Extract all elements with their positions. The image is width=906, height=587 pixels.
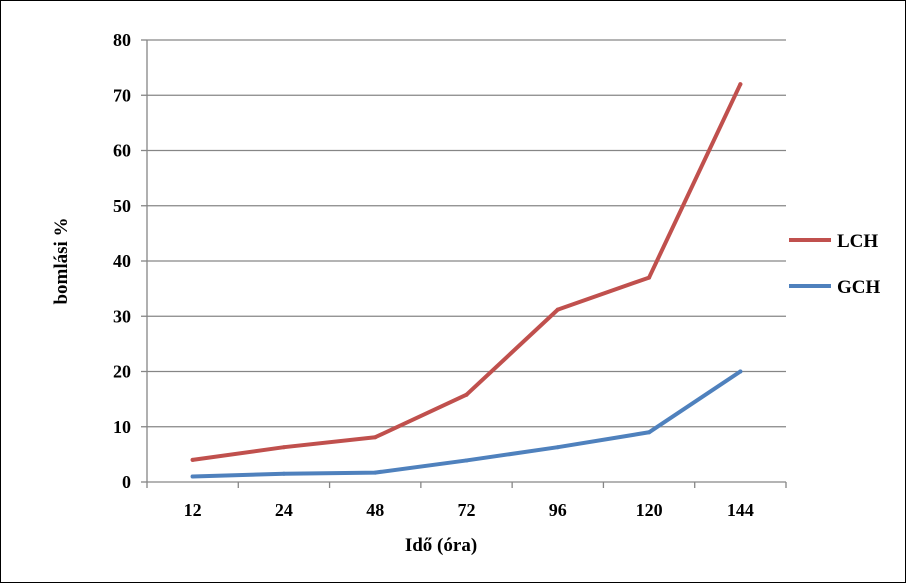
y-tick-label: 30 [113,306,131,326]
data-point-lch [738,82,743,87]
y-axis-label: bomlási % [51,217,72,304]
series-lines [190,82,743,479]
data-point-gch [190,474,195,479]
data-point-lch [647,275,652,280]
x-tick-label: 24 [275,500,293,520]
y-tick-label: 40 [113,251,131,271]
y-tick-label: 70 [113,85,131,105]
data-point-gch [555,445,560,450]
y-tick-label: 80 [113,30,131,50]
legend-label-gch: GCH [837,277,881,298]
x-tick-labels: 12 24 48 72 96 120 144 [184,500,754,520]
x-tick-label: 72 [458,500,476,520]
data-point-lch [373,435,378,440]
data-point-lch [464,392,469,397]
data-point-lch [190,457,195,462]
data-point-gch [738,369,743,374]
x-axis-label: Idő (óra) [405,535,477,556]
y-tick-labels: 0 10 20 30 40 50 60 70 80 [113,30,131,492]
y-tick-label: 10 [113,417,131,437]
data-point-gch [464,458,469,463]
x-tick-label: 12 [184,500,202,520]
data-point-lch [555,307,560,312]
y-tick-label: 50 [113,196,131,216]
legend: LCH GCH [789,231,881,298]
data-point-gch [281,471,286,476]
data-point-lch [281,445,286,450]
x-tick-label: 120 [636,500,663,520]
series-line-lch [190,82,743,462]
y-tick-label: 0 [122,472,131,492]
axes [141,39,787,488]
y-tick-label: 60 [113,141,131,161]
x-tick-label: 96 [549,500,567,520]
gridlines [147,39,786,428]
legend-label-lch: LCH [837,231,878,252]
x-tick-label: 144 [727,500,754,520]
data-point-gch [373,470,378,475]
data-point-gch [647,430,652,435]
y-tick-label: 20 [113,362,131,382]
x-tick-label: 48 [366,500,384,520]
